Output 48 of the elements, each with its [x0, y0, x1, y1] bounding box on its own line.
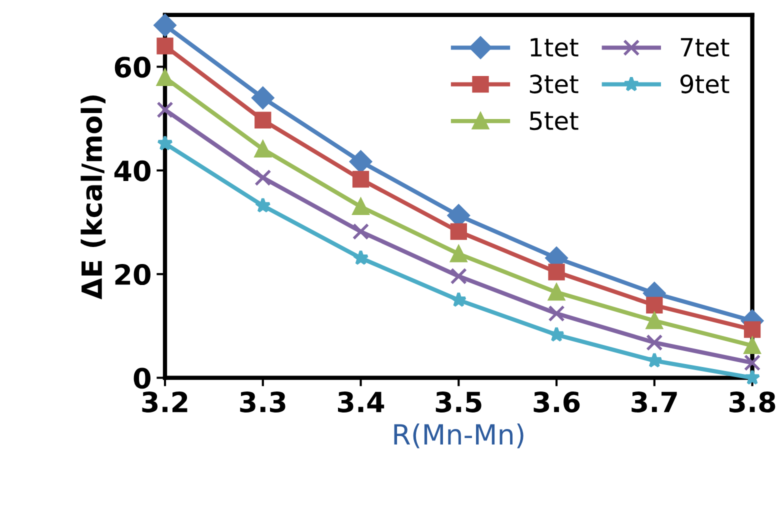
x-tick-label: 3.4: [338, 391, 384, 412]
legend-label: 9tet: [680, 74, 730, 94]
point: [352, 198, 370, 216]
point: [744, 354, 761, 372]
x-tick-label: 3.3: [240, 391, 286, 412]
y-axis-title: ΔE (kcal/mol): [80, 96, 106, 300]
point: [254, 112, 272, 128]
legend-label: 7tet: [680, 38, 730, 57]
point: [254, 197, 271, 213]
point: [156, 101, 174, 118]
point: [450, 223, 467, 240]
point: [252, 86, 274, 110]
point: [646, 312, 663, 330]
point: [254, 169, 272, 186]
point: [744, 337, 761, 354]
point: [157, 135, 173, 150]
point: [352, 170, 370, 188]
point: [646, 296, 663, 314]
point: [548, 305, 565, 322]
y-tick-label: 0: [134, 368, 150, 389]
point: [156, 38, 174, 54]
point: [154, 14, 176, 36]
x-tick-label: 3.2: [142, 391, 188, 412]
point: [450, 268, 467, 285]
point: [450, 292, 467, 308]
legend-label: 3tet: [530, 74, 578, 94]
y-tick-label: 60: [114, 56, 150, 78]
y-tick-label: 40: [114, 160, 150, 182]
point: [450, 246, 467, 262]
y-tick-label: 20: [115, 264, 150, 286]
point: [156, 69, 174, 86]
legend-label: 1tet: [530, 38, 578, 57]
x-tick-label: 3.8: [730, 391, 776, 412]
point: [744, 321, 761, 338]
point: [744, 369, 760, 385]
point: [548, 326, 565, 342]
x-tick-label: 3.7: [632, 391, 677, 412]
x-tick-label: 3.6: [534, 391, 580, 412]
point: [548, 284, 565, 301]
x-tick-label: 3.5: [436, 391, 482, 412]
point: [646, 334, 663, 351]
x-axis-title: R(Mn-Mn): [394, 423, 524, 448]
point: [254, 140, 272, 158]
point: [352, 223, 370, 240]
point: [350, 150, 372, 173]
point: [548, 264, 565, 280]
legend-label: 5tet: [530, 112, 578, 130]
point: [352, 250, 369, 266]
